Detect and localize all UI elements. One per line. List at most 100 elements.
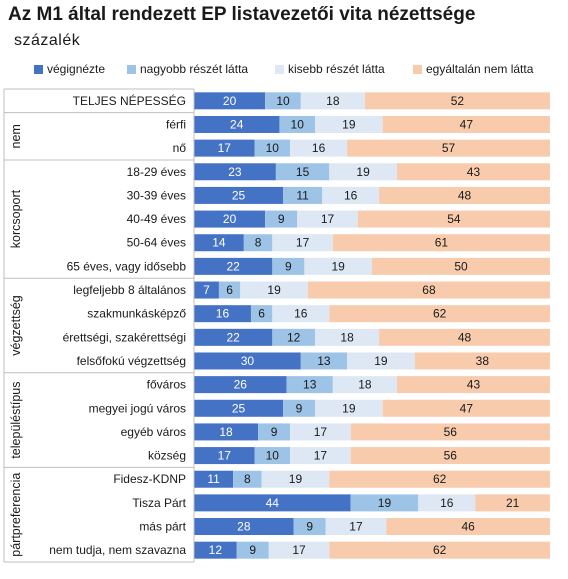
data-label: 17 [349, 520, 363, 534]
bar-segment [347, 352, 415, 370]
data-label: 57 [442, 141, 456, 155]
bar-segment [286, 376, 333, 394]
bar-segment [379, 328, 550, 346]
bar-segment [332, 234, 550, 252]
data-label: 44 [266, 496, 280, 510]
bar-segment [194, 92, 266, 110]
data-label: 14 [212, 236, 226, 250]
data-label: 24 [230, 117, 244, 131]
bar-segment [268, 541, 330, 559]
data-label: 20 [223, 212, 237, 226]
data-label: 25 [232, 188, 246, 202]
data-label: 11 [207, 472, 220, 486]
bar-segment [194, 163, 276, 181]
data-label: 48 [458, 330, 472, 344]
bar-segment [350, 447, 550, 465]
data-label: 12 [209, 543, 223, 557]
data-label: 17 [292, 543, 306, 557]
group-label: pártpreferencia [9, 473, 23, 557]
row-label: megyei jogú város [89, 401, 186, 415]
data-label: 17 [218, 141, 232, 155]
data-label: 15 [296, 165, 310, 179]
row-label: férfi [166, 117, 186, 131]
data-label: 52 [451, 94, 465, 108]
chart-title: Az M1 által rendezett EP listavezetői vi… [8, 4, 476, 25]
bar-segment [218, 281, 241, 299]
data-label: 17 [296, 236, 310, 250]
bar-segment [194, 376, 287, 394]
bar-segment [290, 139, 348, 157]
row-label: nő [173, 141, 187, 155]
bar-segment [272, 234, 333, 252]
data-label: 56 [444, 425, 458, 439]
data-label: 19 [267, 283, 281, 297]
bar-segment [194, 281, 219, 299]
group-label: korcsoport [9, 189, 23, 248]
data-label: 22 [226, 330, 240, 344]
bar-segment [272, 328, 316, 346]
bar-segment [475, 494, 550, 512]
bar-segment [194, 494, 351, 512]
data-label: 25 [232, 401, 246, 415]
bar-segment [194, 305, 251, 323]
bar-segment [243, 234, 273, 252]
data-label: 20 [223, 94, 237, 108]
bar-segment [272, 305, 330, 323]
data-label: 19 [289, 472, 303, 486]
data-label: 19 [342, 401, 356, 415]
bar-segment [382, 399, 550, 417]
data-label: 62 [433, 472, 447, 486]
data-label: 47 [460, 117, 474, 131]
data-label: 16 [312, 141, 326, 155]
bar-segment [250, 305, 273, 323]
legend-label: kisebb részét látta [288, 62, 385, 76]
legend-swatch [127, 65, 136, 74]
data-label: 43 [467, 165, 481, 179]
row-label: 65 éves, vagy idősebb [67, 259, 187, 273]
data-label: 62 [433, 543, 447, 557]
legend-item-vegignezte: végignézte [34, 62, 105, 76]
bar-segment [265, 92, 301, 110]
data-label: 16 [216, 307, 230, 321]
bar-segment [386, 518, 550, 536]
bar-segment [261, 470, 330, 488]
data-label: 18 [326, 94, 340, 108]
data-label: 56 [444, 449, 458, 463]
data-label: 26 [234, 378, 248, 392]
bar-segment [372, 257, 550, 275]
data-label: 11 [296, 188, 309, 202]
data-label: 8 [255, 236, 262, 250]
data-label: 10 [276, 94, 290, 108]
data-label: 13 [317, 354, 331, 368]
row-label: 50-64 éves [127, 236, 186, 250]
bar-segment [283, 186, 323, 204]
bar-segment [265, 210, 298, 228]
bar-segment [350, 423, 550, 441]
bar-segment [258, 423, 291, 441]
data-label: 9 [278, 212, 285, 226]
data-label: 21 [506, 496, 520, 510]
legend-label: végignézte [47, 62, 106, 76]
bar-segment [194, 257, 273, 275]
bar-segment [194, 352, 301, 370]
row-label: község [148, 449, 186, 463]
data-label: 19 [332, 259, 346, 273]
data-label: 7 [203, 283, 210, 297]
bar-segment [254, 447, 291, 465]
legend-item-kisebb-reszet-latta: kisebb részét látta [275, 62, 385, 76]
data-label: 43 [467, 378, 481, 392]
data-label: 30 [241, 354, 255, 368]
bar-segment [357, 210, 550, 228]
bar-segment [194, 470, 234, 488]
bar-segment [332, 376, 397, 394]
bar-segment [279, 115, 316, 133]
legend-label: nagyobb részét látta [140, 62, 249, 76]
data-label: 17 [321, 212, 335, 226]
bar-segment [379, 186, 550, 204]
data-label: 22 [226, 259, 240, 273]
row-label: Tisza Párt [132, 496, 186, 510]
data-label: 68 [422, 283, 436, 297]
data-label: 17 [314, 449, 328, 463]
bar-segment [414, 352, 550, 370]
